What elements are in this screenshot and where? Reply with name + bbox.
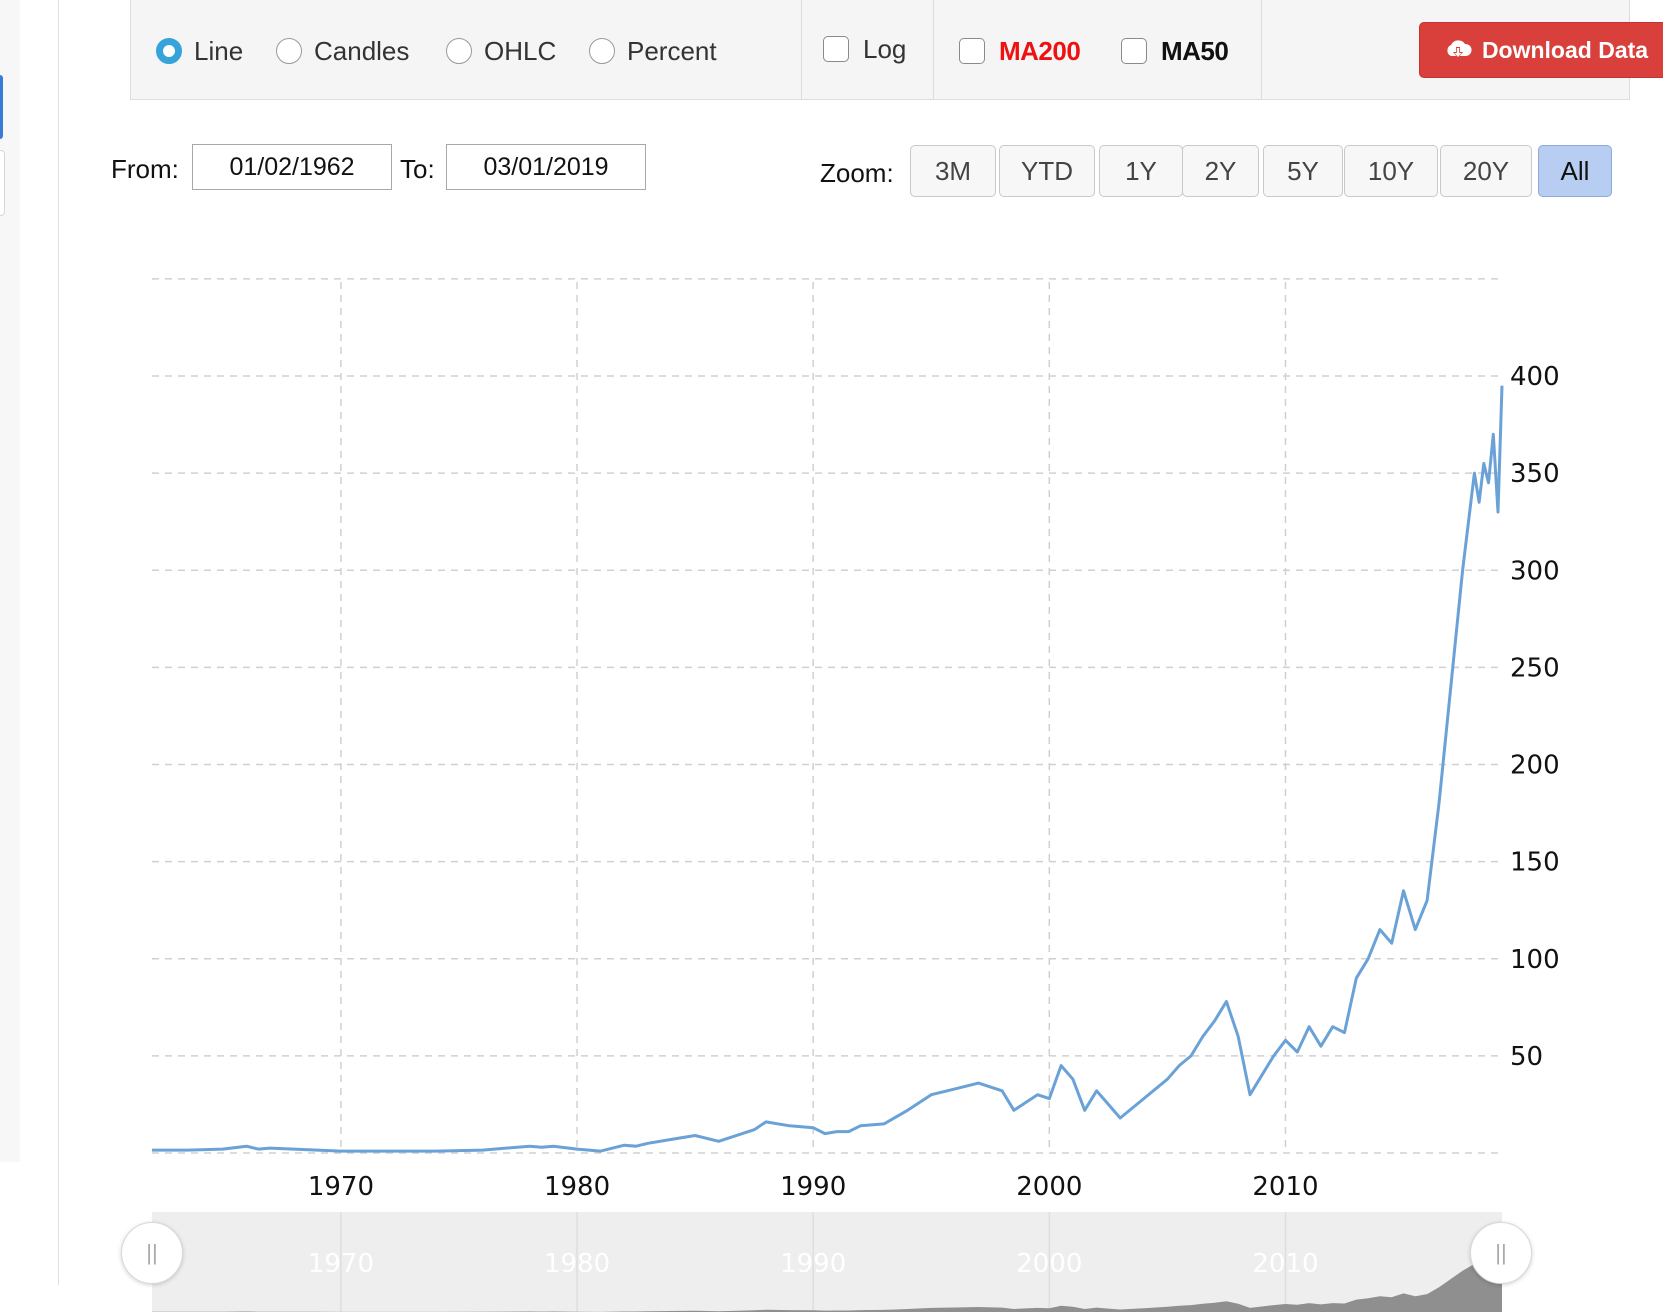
navigator-right-handle[interactable]: || xyxy=(1470,1222,1532,1284)
y-tick-label: 400 xyxy=(1510,362,1560,392)
radio-percent[interactable]: Percent xyxy=(589,34,717,68)
zoom-3m-button[interactable]: 3M xyxy=(910,145,996,197)
radio-ohlc[interactable]: OHLC xyxy=(446,34,556,68)
radio-candles-label: Candles xyxy=(314,35,410,66)
y-axis-labels: 50 100 150 200 250 300 350 400 xyxy=(1510,362,1560,1072)
sidebar-tab[interactable] xyxy=(0,150,5,216)
y-tick-label: 350 xyxy=(1510,459,1560,489)
ma200-label: MA200 xyxy=(999,35,1081,66)
download-data-button[interactable]: Download Data xyxy=(1419,22,1663,78)
y-tick-label: 100 xyxy=(1510,945,1560,975)
zoom-2y-button[interactable]: 2Y xyxy=(1182,145,1259,197)
navigator-label: 2000 xyxy=(1016,1249,1082,1279)
left-rail xyxy=(0,0,20,1162)
chart-series xyxy=(152,385,1504,1153)
y-tick-label: 300 xyxy=(1510,556,1560,586)
radio-line[interactable]: Line xyxy=(156,34,243,68)
radio-percent-icon xyxy=(589,38,615,64)
zoom-all-button[interactable]: All xyxy=(1538,145,1612,197)
navigator-label: 1970 xyxy=(308,1249,374,1279)
chart-grid xyxy=(152,278,1502,1154)
ma50-label: MA50 xyxy=(1161,35,1229,66)
zoom-5y-button[interactable]: 5Y xyxy=(1263,145,1343,197)
radio-ohlc-label: OHLC xyxy=(484,35,557,66)
radio-line-checked-icon xyxy=(156,38,182,64)
price-line xyxy=(152,385,1504,1153)
y-tick-label: 250 xyxy=(1510,653,1560,683)
zoom-1y-button[interactable]: 1Y xyxy=(1099,145,1183,197)
x-tick-label: 1990 xyxy=(780,1172,846,1202)
zoom-ytd-button[interactable]: YTD xyxy=(999,145,1095,197)
drag-handle-icon: || xyxy=(146,1240,158,1265)
x-tick-label: 2010 xyxy=(1252,1172,1318,1202)
x-tick-label: 1970 xyxy=(308,1172,374,1202)
radio-percent-label: Percent xyxy=(627,35,717,66)
radio-line-label: Line xyxy=(194,35,244,66)
to-label: To: xyxy=(400,154,435,184)
navigator-area xyxy=(152,1257,1502,1312)
zoom-label: Zoom: xyxy=(820,158,894,188)
radio-ohlc-icon xyxy=(446,38,472,64)
toolbar-separator xyxy=(801,0,802,100)
cloud-download-icon xyxy=(1447,40,1472,58)
log-checkbox[interactable]: Log xyxy=(823,32,906,66)
sidebar-tab-active[interactable] xyxy=(0,75,3,139)
log-checkbox-icon xyxy=(823,36,849,62)
zoom-20y-button[interactable]: 20Y xyxy=(1440,145,1532,197)
navigator-label: 1980 xyxy=(544,1249,610,1279)
navigator[interactable]: 1970 1980 1990 2000 2010 xyxy=(152,1212,1502,1312)
navigator-labels: 1970 1980 1990 2000 2010 xyxy=(308,1249,1319,1279)
y-tick-label: 50 xyxy=(1510,1042,1543,1072)
from-date-input[interactable] xyxy=(192,144,392,190)
navigator-grid xyxy=(340,1212,1287,1312)
x-tick-label: 1980 xyxy=(544,1172,610,1202)
navigator-label: 1990 xyxy=(780,1249,846,1279)
navigator-label: 2010 xyxy=(1252,1249,1318,1279)
drag-handle-icon: || xyxy=(1495,1240,1507,1265)
radio-candles[interactable]: Candles xyxy=(276,34,409,68)
log-label: Log xyxy=(863,33,907,64)
ma50-checkbox-icon xyxy=(1121,38,1147,64)
zoom-10y-button[interactable]: 10Y xyxy=(1344,145,1438,197)
to-date-input[interactable] xyxy=(446,144,646,190)
navigator-background xyxy=(152,1212,1502,1312)
radio-candles-icon xyxy=(276,38,302,64)
x-tick-label: 2000 xyxy=(1016,1172,1082,1202)
y-tick-label: 200 xyxy=(1510,751,1560,781)
toolbar-separator xyxy=(933,0,934,100)
navigator-left-handle[interactable]: || xyxy=(121,1222,183,1284)
download-data-label: Download Data xyxy=(1481,36,1649,63)
x-axis-labels: 1970 1980 1990 2000 2010 xyxy=(308,1172,1319,1202)
ma200-checkbox[interactable]: MA200 xyxy=(959,34,1081,68)
ma50-checkbox[interactable]: MA50 xyxy=(1121,34,1229,68)
ma200-checkbox-icon xyxy=(959,38,985,64)
from-label: From: xyxy=(111,154,179,184)
toolbar-separator xyxy=(1261,0,1262,100)
y-tick-label: 150 xyxy=(1510,848,1560,878)
panel-divider xyxy=(58,0,59,1285)
chart-toolbar: Line Candles OHLC Percent Log MA200 MA50 xyxy=(130,0,1663,100)
